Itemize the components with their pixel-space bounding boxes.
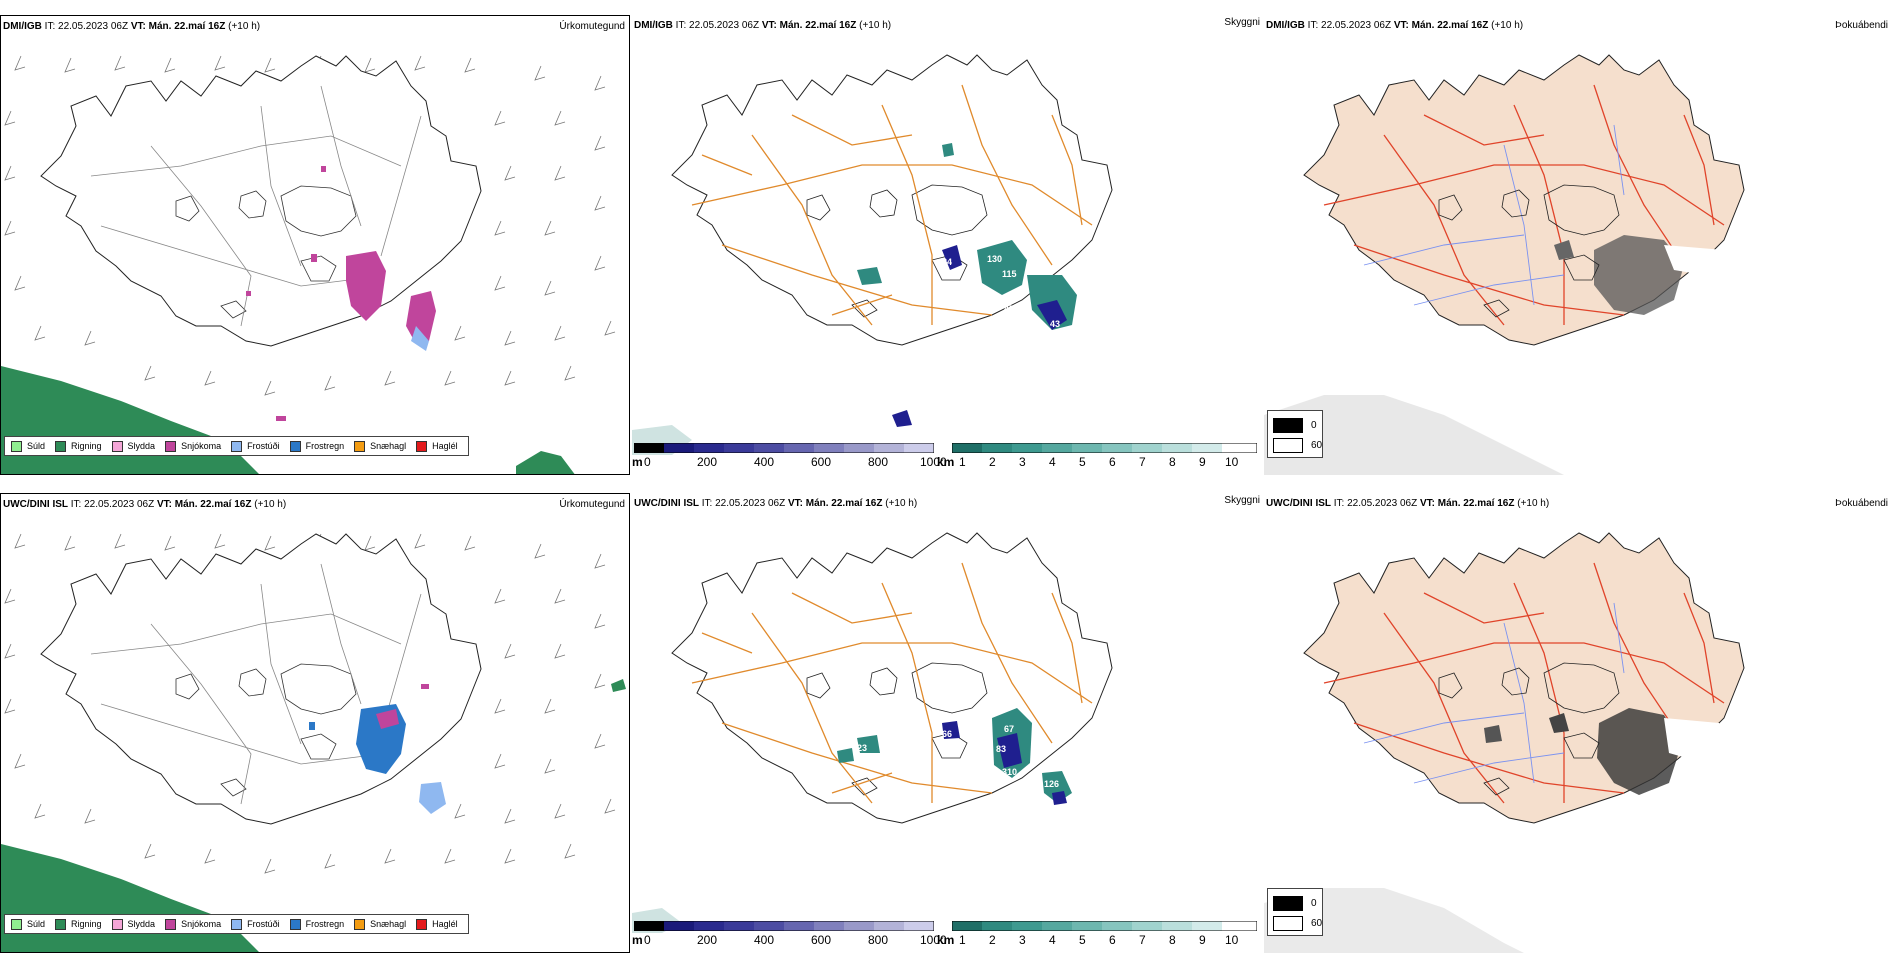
panel-header: DMI/IGB IT: 22.05.2023 06Z VT: Mán. 22.m… [634, 20, 892, 31]
legend-swatch [11, 918, 22, 930]
panel-header: DMI/IGB IT: 22.05.2023 06Z VT: Mán. 22.m… [3, 21, 261, 32]
vis-value-label: 67 [1004, 724, 1014, 734]
legend-item: Rigning [55, 918, 102, 930]
visibility-panel-row1: UWC/DINI ISL IT: 22.05.2023 06Z VT: Mán.… [632, 493, 1262, 953]
fog-legend-row: 60 [1273, 438, 1322, 453]
colorbar-km-graphic [952, 443, 1257, 453]
legend-swatch [165, 440, 177, 452]
legend-item: Rigning [55, 440, 102, 452]
legend-swatch [289, 918, 301, 930]
precip-type-legend: Súld Rigning Slydda Snjókoma Frostúði Fr… [4, 436, 469, 456]
panel-header: UWC/DINI ISL IT: 22.05.2023 06Z VT: Mán.… [3, 499, 287, 510]
field-label: Úrkomutegund [559, 21, 625, 32]
vis-value-label: 84 [942, 257, 952, 267]
field-label: Þokuábendi [1835, 20, 1888, 31]
legend-swatch [111, 918, 123, 930]
snow-area [406, 291, 436, 344]
legend-item: Frostúði [231, 918, 280, 930]
fog-legend: 0 60 [1267, 888, 1323, 936]
frdz-area [419, 782, 446, 814]
legend-swatch [354, 918, 366, 930]
legend-item: Frostregn [289, 440, 344, 452]
precip-type-panel-row0: DMI/IGB IT: 22.05.2023 06Z VT: Mán. 22.m… [0, 15, 630, 475]
legend-swatch [55, 918, 67, 930]
field-label: Skyggni [1224, 17, 1260, 28]
legend-swatch [231, 440, 243, 452]
fog-panel-row1: UWC/DINI ISL IT: 22.05.2023 06Z VT: Mán.… [1264, 493, 1894, 953]
colorbar-km-ticks: km 1 2 3 4 5 6 7 8 9 10 [937, 933, 1239, 947]
legend-item: Slydda [111, 440, 155, 452]
visibility-map: 23 66 67 83 310 126 [632, 532, 1113, 933]
very-low-vis-area [1037, 300, 1067, 330]
colorbar-m-graphic [634, 443, 934, 453]
fog-area [1594, 235, 1684, 315]
legend-item: Slydda [111, 918, 155, 930]
very-low-vis-area [997, 733, 1022, 768]
legend-swatch [165, 918, 177, 930]
legend-swatch [354, 440, 366, 452]
fog-panel-row0: DMI/IGB IT: 22.05.2023 06Z VT: Mán. 22.m… [1264, 15, 1894, 475]
legend-swatch [289, 440, 301, 452]
vis-value-label: 23 [857, 743, 867, 753]
legend-swatch [55, 440, 67, 452]
vis-value-label: 452 [1004, 304, 1019, 314]
panel-header: UWC/DINI ISL IT: 22.05.2023 06Z VT: Mán.… [1266, 498, 1550, 509]
legend-item: Snæhagl [354, 918, 406, 930]
field-label: Þokuábendi [1835, 498, 1888, 509]
vis-colorbar-m [634, 443, 934, 453]
low-vis-area [977, 240, 1027, 295]
legend-item: Frostúði [231, 440, 280, 452]
vis-value-label: 43 [1050, 319, 1060, 329]
snow-area [346, 251, 386, 321]
vis-value-label: 310 [1002, 767, 1017, 777]
fog-legend: 0 60 [1267, 410, 1323, 458]
precip-type-panel-row1: UWC/DINI ISL IT: 22.05.2023 06Z VT: Mán.… [0, 493, 630, 953]
vis-value-label: 130 [987, 254, 1002, 264]
legend-item: Haglél [416, 440, 458, 452]
colorbar-km-graphic [952, 921, 1257, 931]
legend-swatch [11, 440, 22, 452]
field-label: Úrkomutegund [559, 499, 625, 510]
vis-colorbar-km [952, 443, 1257, 453]
panel-header: DMI/IGB IT: 22.05.2023 06Z VT: Mán. 22.m… [1266, 20, 1524, 31]
vis-value-label: 66 [942, 729, 952, 739]
precip-type-legend: Súld Rigning Slydda Snjókoma Frostúði Fr… [4, 914, 469, 934]
legend-item: Frostregn [289, 918, 344, 930]
vis-colorbar-m [634, 921, 934, 931]
colorbar-m-graphic [634, 921, 934, 931]
legend-swatch [111, 440, 123, 452]
fog-legend-row: 60 [1273, 916, 1322, 931]
rain-sea-area [1, 366, 259, 474]
legend-swatch [416, 440, 428, 452]
fog-legend-row: 0 [1273, 418, 1317, 433]
fog-map [1264, 532, 1745, 953]
vis-value-label: 115 [1002, 269, 1017, 279]
legend-item: Snjókoma [165, 440, 221, 452]
frzr-area [411, 326, 429, 351]
colorbar-km-ticks: km 1 2 3 4 5 6 7 8 9 10 [937, 455, 1239, 469]
precip-type-map [1, 533, 626, 952]
precip-type-map [1, 55, 616, 474]
colorbar-m-ticks: m 0 200 400 600 800 1000 [632, 455, 947, 469]
legend-item: Snjókoma [165, 918, 221, 930]
legend-item: Snæhagl [354, 440, 406, 452]
colorbar-m-ticks: m 0 200 400 600 800 1000 [632, 933, 947, 947]
vis-colorbar-km [952, 921, 1257, 931]
legend-swatch [231, 918, 243, 930]
legend-item: Súld [11, 918, 45, 930]
legend-swatch [416, 918, 428, 930]
legend-item: Haglél [416, 918, 458, 930]
visibility-map: 84 130 115 452 43 [632, 54, 1113, 455]
fog-legend-row: 0 [1273, 896, 1317, 911]
field-label: Skyggni [1224, 495, 1260, 506]
vis-value-label: 83 [996, 744, 1006, 754]
rain-sea-area [1, 844, 259, 952]
visibility-panel-row0: DMI/IGB IT: 22.05.2023 06Z VT: Mán. 22.m… [632, 15, 1262, 475]
fog-map [1264, 54, 1745, 475]
fog-area [1597, 708, 1682, 795]
vis-value-label: 126 [1044, 779, 1059, 789]
legend-item: Súld [11, 440, 45, 452]
panel-header: UWC/DINI ISL IT: 22.05.2023 06Z VT: Mán.… [634, 498, 918, 509]
